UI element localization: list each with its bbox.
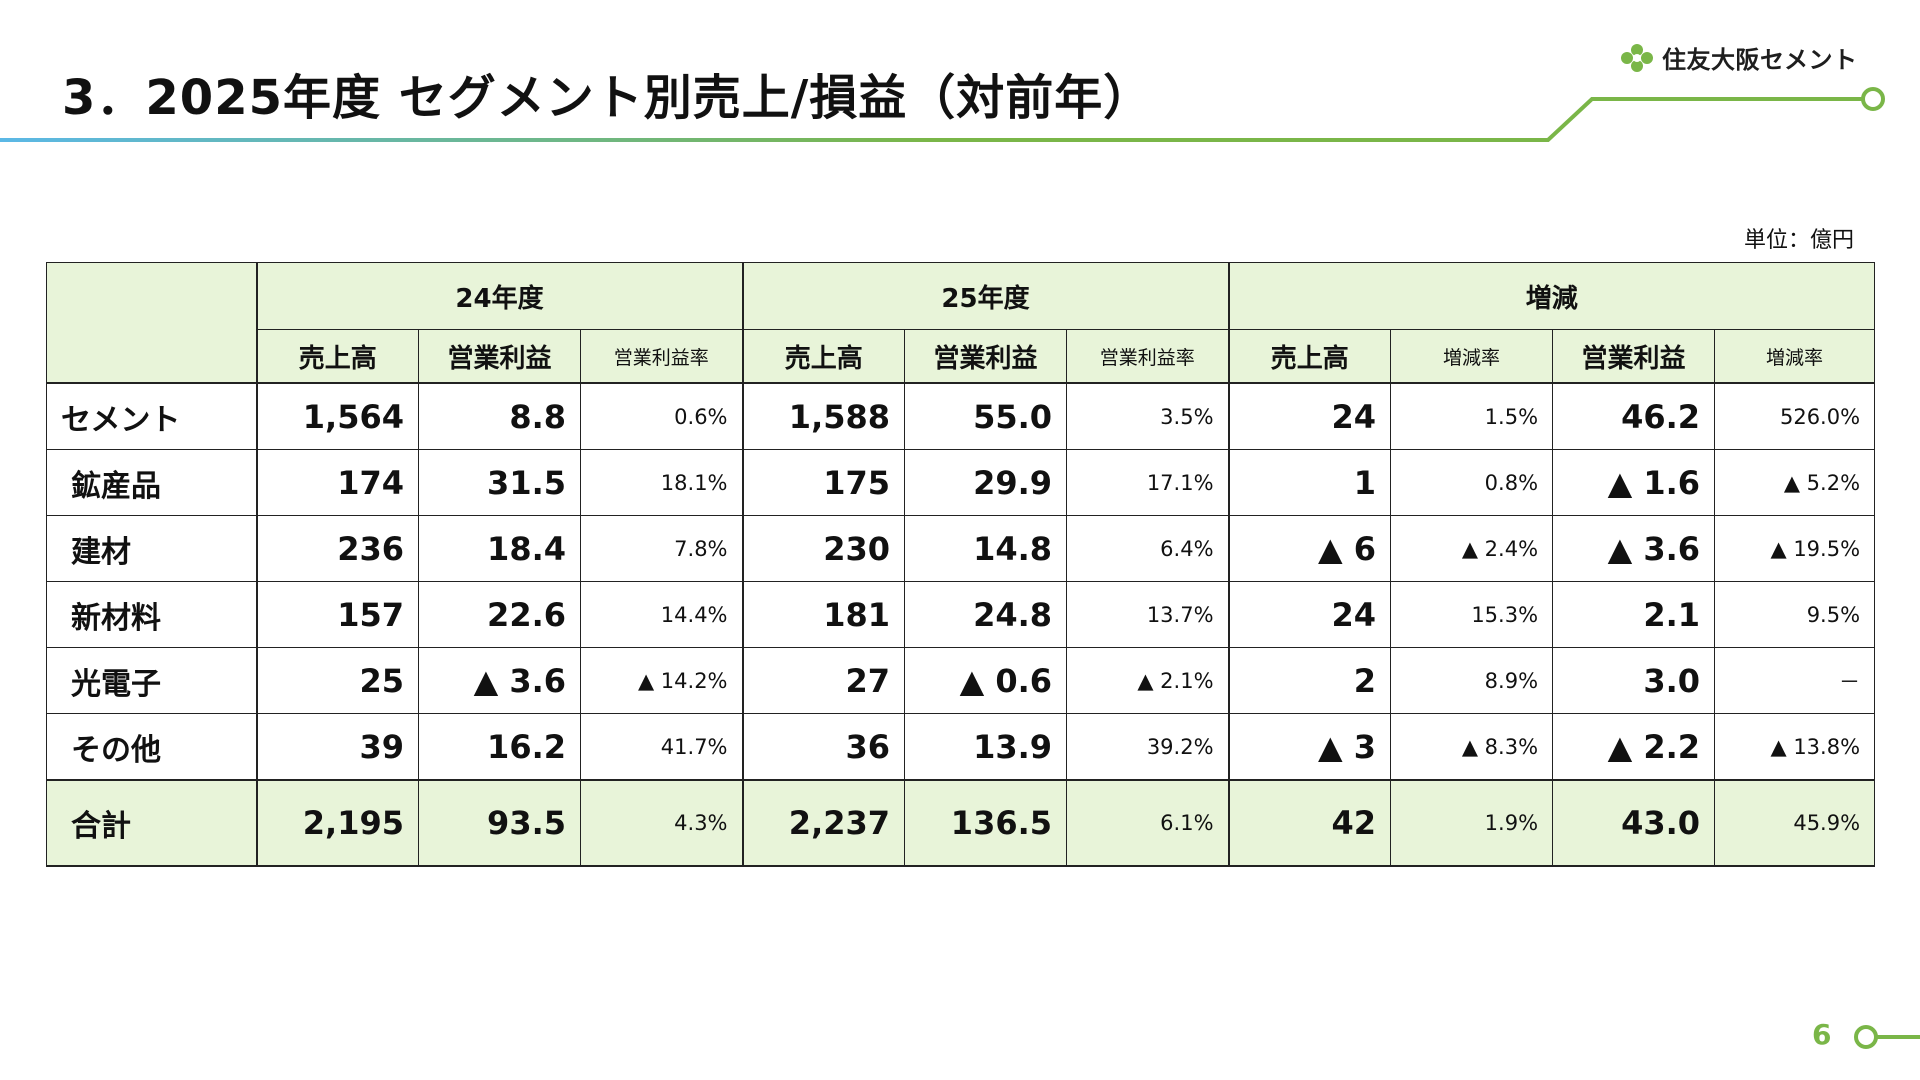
fy25-operating-margin-cell: 6.1% bbox=[1066, 779, 1230, 867]
fy25-operating-income-cell: ▲ 0.6 bbox=[904, 647, 1068, 714]
segment-name: 鉱産品 bbox=[46, 449, 258, 516]
logo-flower-icon bbox=[1621, 43, 1653, 72]
fy25-operating-margin-cell: ▲ 2.1% bbox=[1066, 647, 1230, 714]
header-fy24-operating-income: 営業利益 bbox=[418, 329, 581, 384]
change-sales-cell: 42 bbox=[1228, 779, 1392, 867]
segment-name: 建材 bbox=[46, 515, 258, 582]
fy25-operating-margin-cell: 17.1% bbox=[1066, 449, 1230, 516]
table-row-cement: セメント 1,564 8.8 0.6% 1,588 55.0 3.5% 24 1… bbox=[46, 382, 1876, 450]
fy25-sales-cell: 181 bbox=[742, 581, 906, 648]
fy24-operating-margin-cell: 41.7% bbox=[579, 713, 744, 781]
segment-name: 新材料 bbox=[46, 581, 258, 648]
change-sales-rate-cell: 1.9% bbox=[1390, 779, 1554, 867]
fy24-operating-income-cell: 8.8 bbox=[418, 382, 581, 450]
change-sales-cell: 1 bbox=[1228, 449, 1392, 516]
header-fy24-sales: 売上高 bbox=[256, 329, 419, 384]
fy24-sales-cell: 157 bbox=[256, 581, 419, 648]
fy25-sales-cell: 27 bbox=[742, 647, 906, 714]
change-sales-rate-cell: 8.9% bbox=[1390, 647, 1554, 714]
fy24-operating-income-cell: 16.2 bbox=[418, 713, 581, 781]
fy24-sales-cell: 1,564 bbox=[256, 382, 419, 450]
header-row-metrics: 売上高 営業利益 営業利益率 売上高 営業利益 営業利益率 売上高 増減率 営業… bbox=[47, 329, 1876, 384]
fy24-sales-cell: 39 bbox=[256, 713, 419, 781]
segment-name: セメント bbox=[46, 382, 258, 450]
table-row-others: その他 39 16.2 41.7% 36 13.9 39.2% ▲ 3 ▲ 8.… bbox=[46, 713, 1876, 781]
fy24-operating-income-cell: ▲ 3.6 bbox=[418, 647, 581, 714]
change-operating-income-rate-cell: ▲ 5.2% bbox=[1714, 449, 1876, 516]
change-operating-income-cell: 2.1 bbox=[1552, 581, 1716, 648]
fy24-operating-margin-cell: 4.3% bbox=[579, 779, 744, 867]
segment-name: その他 bbox=[46, 713, 258, 781]
fy24-operating-margin-cell: ▲ 14.2% bbox=[579, 647, 744, 714]
header-change-sales: 売上高 bbox=[1228, 329, 1392, 384]
change-sales-rate-cell: ▲ 2.4% bbox=[1390, 515, 1554, 582]
fy24-operating-margin-cell: 18.1% bbox=[579, 449, 744, 516]
change-sales-rate-cell: 15.3% bbox=[1390, 581, 1554, 648]
header-fy25-sales: 売上高 bbox=[742, 329, 906, 384]
fy25-sales-cell: 2,237 bbox=[742, 779, 906, 867]
change-operating-income-rate-cell: ▲ 13.8% bbox=[1714, 713, 1876, 781]
fy24-operating-income-cell: 18.4 bbox=[418, 515, 581, 582]
header-fy25: 25年度 bbox=[742, 262, 1230, 330]
header-change-sales-rate: 増減率 bbox=[1390, 329, 1554, 384]
change-operating-income-rate-cell: 526.0% bbox=[1714, 382, 1876, 450]
fy24-sales-cell: 25 bbox=[256, 647, 419, 714]
page-title: 3．2025年度 セグメント別売上/損益（対前年） bbox=[62, 70, 1153, 126]
change-sales-cell: 24 bbox=[1228, 581, 1392, 648]
segment-table: 24年度 25年度 増減 売上高 営業利益 営業利益率 売上高 営業利益 営業利… bbox=[46, 262, 1876, 867]
change-operating-income-cell: 43.0 bbox=[1552, 779, 1716, 867]
segment-name: 光電子 bbox=[46, 647, 258, 714]
change-operating-income-rate-cell: 45.9% bbox=[1714, 779, 1876, 867]
total-label: 合計 bbox=[46, 779, 258, 867]
page-number: 6 bbox=[1812, 1018, 1832, 1051]
change-sales-cell: ▲ 3 bbox=[1228, 713, 1392, 781]
header-change: 増減 bbox=[1228, 262, 1876, 330]
company-logo: 住友大阪セメント bbox=[1620, 40, 1858, 75]
fy25-operating-income-cell: 136.5 bbox=[904, 779, 1068, 867]
change-operating-income-rate-cell: 9.5% bbox=[1714, 581, 1876, 648]
fy24-sales-cell: 2,195 bbox=[256, 779, 419, 867]
header-fy25-operating-margin: 営業利益率 bbox=[1066, 329, 1230, 384]
fy25-sales-cell: 36 bbox=[742, 713, 906, 781]
fy25-operating-margin-cell: 13.7% bbox=[1066, 581, 1230, 648]
header-decoration-line bbox=[0, 87, 1885, 142]
fy24-sales-cell: 174 bbox=[256, 449, 419, 516]
table-row-mineral-products: 鉱産品 174 31.5 18.1% 175 29.9 17.1% 1 0.8%… bbox=[46, 449, 1876, 516]
fy24-operating-margin-cell: 0.6% bbox=[579, 382, 744, 450]
fy25-operating-income-cell: 14.8 bbox=[904, 515, 1068, 582]
change-sales-cell: 2 bbox=[1228, 647, 1392, 714]
header-corner-cell bbox=[46, 262, 258, 384]
fy24-operating-margin-cell: 14.4% bbox=[579, 581, 744, 648]
fy24-operating-income-cell: 93.5 bbox=[418, 779, 581, 867]
table-row-building-materials: 建材 236 18.4 7.8% 230 14.8 6.4% ▲ 6 ▲ 2.4… bbox=[46, 515, 1876, 582]
fy24-sales-cell: 236 bbox=[256, 515, 419, 582]
change-sales-cell: 24 bbox=[1228, 382, 1392, 450]
table-row-optoelectronics: 光電子 25 ▲ 3.6 ▲ 14.2% 27 ▲ 0.6 ▲ 2.1% 2 8… bbox=[46, 647, 1876, 714]
fy25-sales-cell: 230 bbox=[742, 515, 906, 582]
fy24-operating-margin-cell: 7.8% bbox=[579, 515, 744, 582]
fy25-operating-margin-cell: 39.2% bbox=[1066, 713, 1230, 781]
header-fy24: 24年度 bbox=[255, 262, 744, 330]
header-change-operating-income-rate: 増減率 bbox=[1714, 329, 1876, 384]
fy25-operating-income-cell: 55.0 bbox=[904, 382, 1068, 450]
header-row-periods: 24年度 25年度 増減 bbox=[46, 262, 1876, 384]
table-row-total: 合計 2,195 93.5 4.3% 2,237 136.5 6.1% 42 1… bbox=[46, 779, 1876, 867]
unit-label: 単位：億円 bbox=[1743, 228, 1854, 253]
fy25-operating-income-cell: 13.9 bbox=[904, 713, 1068, 781]
change-operating-income-cell: ▲ 3.6 bbox=[1552, 515, 1716, 582]
change-operating-income-rate-cell: － bbox=[1714, 647, 1876, 714]
change-operating-income-cell: ▲ 2.2 bbox=[1552, 713, 1716, 781]
change-operating-income-cell: ▲ 1.6 bbox=[1552, 449, 1716, 516]
fy25-operating-margin-cell: 6.4% bbox=[1066, 515, 1230, 582]
fy25-operating-income-cell: 24.8 bbox=[904, 581, 1068, 648]
logo-text: 住友大阪セメント bbox=[1662, 46, 1858, 74]
fy25-operating-income-cell: 29.9 bbox=[904, 449, 1068, 516]
